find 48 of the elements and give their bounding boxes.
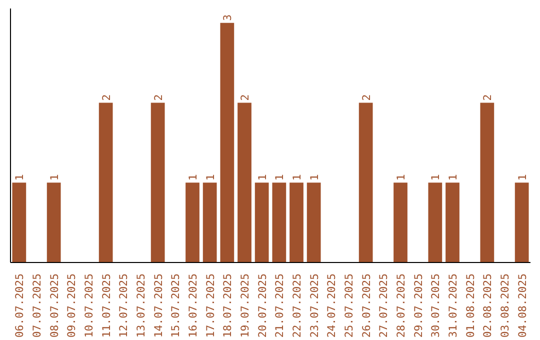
x-tick-label: 22.07.2025 <box>290 274 304 338</box>
data-label: 1 <box>186 174 200 181</box>
x-tick-label: 14.07.2025 <box>152 274 165 338</box>
x-tick-label: 10.07.2025 <box>82 274 96 338</box>
x-tick-label: 12.07.2025 <box>117 274 130 338</box>
x-tick-label: 08.07.2025 <box>48 274 61 338</box>
data-label: 1 <box>308 174 321 181</box>
x-tick-label: 17.07.2025 <box>204 274 217 338</box>
x-tick-label: 19.07.2025 <box>238 274 252 338</box>
x-tick-label: 24.07.2025 <box>325 274 338 338</box>
x-tick-label: 03.08.2025 <box>498 274 512 338</box>
x-tick-label: 29.07.2025 <box>412 274 425 338</box>
x-tick-label: 11.07.2025 <box>100 274 113 338</box>
x-tick-label: 18.07.2025 <box>221 274 234 338</box>
data-label: 1 <box>204 174 217 181</box>
x-tick-label: 23.07.2025 <box>308 274 321 338</box>
x-tick-label: 16.07.2025 <box>186 274 200 338</box>
data-label: 3 <box>221 14 234 21</box>
x-tick-label: 30.07.2025 <box>429 274 442 338</box>
x-tick-label: 15.07.2025 <box>169 274 182 338</box>
x-tick-label: 04.08.2025 <box>516 274 529 338</box>
data-label: 2 <box>100 94 113 101</box>
x-tick-label: 13.07.2025 <box>134 274 148 338</box>
data-label: 2 <box>152 94 165 101</box>
x-tick-label: 07.07.2025 <box>30 274 44 338</box>
x-tick-label: 25.07.2025 <box>342 274 356 338</box>
x-tick-label: 02.08.2025 <box>481 274 494 338</box>
data-label: 2 <box>238 94 252 101</box>
data-label: 1 <box>446 174 460 181</box>
x-tick-label: 26.07.2025 <box>360 274 373 338</box>
data-label: 1 <box>290 174 304 181</box>
data-label: 2 <box>481 94 494 101</box>
data-label: 1 <box>273 174 286 181</box>
x-tick-label: 21.07.2025 <box>273 274 286 338</box>
x-tick-label: 28.07.2025 <box>394 274 408 338</box>
x-tick-label: 27.07.2025 <box>377 274 390 338</box>
x-tick-label: 31.07.2025 <box>446 274 460 338</box>
data-label: 1 <box>516 174 529 181</box>
data-label: 2 <box>360 94 373 101</box>
x-tick-label: 20.07.2025 <box>256 274 269 338</box>
data-label: 1 <box>394 174 408 181</box>
data-label: 1 <box>13 174 26 181</box>
x-tick-label: 01.08.2025 <box>464 274 477 338</box>
x-tick-label: 06.07.2025 <box>13 274 26 338</box>
data-label: 1 <box>48 174 61 181</box>
data-label: 1 <box>256 174 269 181</box>
data-label: 1 <box>429 174 442 181</box>
x-tick-label: 09.07.2025 <box>65 274 78 338</box>
